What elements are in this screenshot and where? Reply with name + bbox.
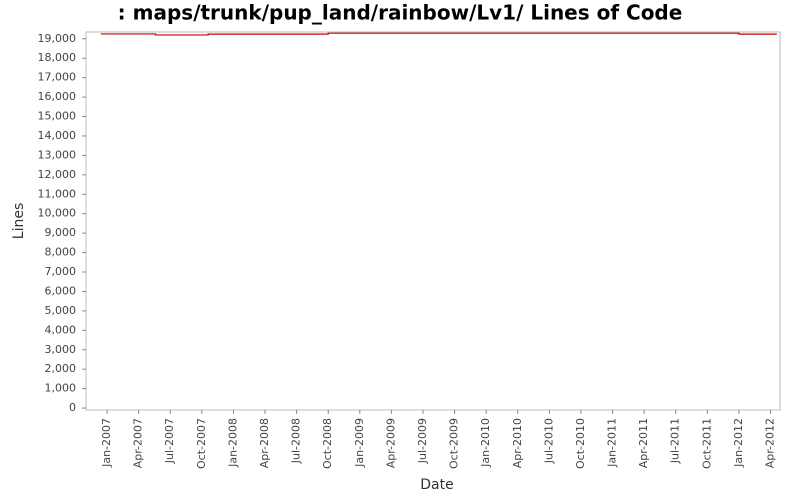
x-tick-label: Jan-2007 [100,418,113,468]
y-tick-label: 14,000 [38,129,77,142]
y-axis-title: Lines [11,203,27,239]
y-tick-label: 4,000 [45,323,77,336]
y-tick-label: 3,000 [45,343,77,356]
y-tick-label: 17,000 [38,71,77,84]
y-tick-label: 11,000 [38,187,77,200]
x-tick-label: Apr-2008 [258,418,271,468]
y-tick-label: 8,000 [45,246,77,259]
x-tick-label: Jan-2009 [353,418,366,468]
plot-area [85,31,781,411]
x-tick-label: Oct-2011 [700,418,713,469]
y-tick-label: 18,000 [38,51,77,64]
x-tick-label: Apr-2009 [384,418,397,468]
x-tick-label: Jul-2010 [542,418,555,464]
x-tick-label: Oct-2008 [321,418,334,469]
x-tick-label: Apr-2012 [764,418,777,468]
y-tick-label: 0 [69,401,76,414]
y-tick-label: 6,000 [45,284,77,297]
x-tick-label: Apr-2011 [637,418,650,468]
x-tick-label: Apr-2007 [132,418,145,468]
y-tick-label: 5,000 [45,304,77,317]
x-tick-label: Jul-2011 [669,418,682,464]
x-tick-label: Apr-2010 [511,418,524,468]
x-tick-label: Jan-2010 [479,418,492,468]
x-tick-label: Oct-2010 [574,418,587,469]
y-tick-label: 1,000 [45,382,77,395]
y-tick-label: 2,000 [45,362,77,375]
x-tick-label: Jul-2008 [290,418,303,464]
x-tick-label: Jan-2011 [606,418,619,468]
y-tick-label: 10,000 [38,207,77,220]
y-tick-label: 19,000 [38,32,77,45]
chart-title: : maps/trunk/pup_land/rainbow/Lv1/ Lines… [118,1,683,25]
y-tick-label: 9,000 [45,226,77,239]
x-tick-label: Jan-2012 [732,418,745,468]
y-tick-label: 15,000 [38,110,77,123]
y-tick-label: 12,000 [38,168,77,181]
x-tick-label: Jan-2008 [226,418,239,468]
data-line [100,32,777,36]
y-tick-label: 7,000 [45,265,77,278]
x-tick-label: Oct-2007 [195,418,208,469]
y-tick-label: 16,000 [38,90,77,103]
x-axis-title: Date [420,477,453,493]
x-tick-label: Oct-2009 [448,418,461,469]
y-tick-label: 13,000 [38,148,77,161]
x-tick-label: Jul-2007 [163,418,176,464]
x-tick-label: Jul-2009 [416,418,429,464]
